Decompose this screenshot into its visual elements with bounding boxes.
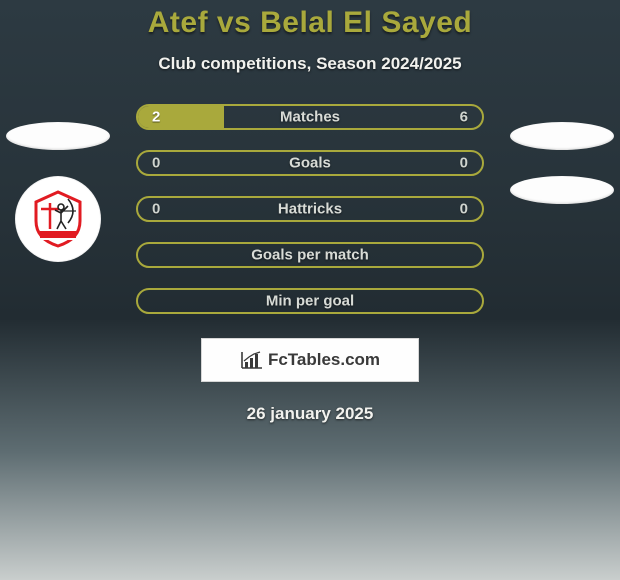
bar-chart-icon (240, 350, 264, 370)
subtitle: Club competitions, Season 2024/2025 (0, 54, 620, 74)
club-logo-left (15, 176, 101, 262)
stat-row: 26Matches (136, 104, 484, 130)
flag-left-icon (6, 122, 110, 150)
comparison-title: Atef vs Belal El Sayed (0, 6, 620, 40)
brand-text: FcTables.com (268, 350, 380, 370)
card: Atef vs Belal El Sayed Club competitions… (0, 0, 620, 580)
club-logo-right-placeholder (510, 176, 614, 204)
stat-label: Matches (138, 109, 482, 126)
stat-label: Goals (138, 155, 482, 172)
zamalek-crest-icon (28, 189, 88, 249)
stat-row: 00Hattricks (136, 196, 484, 222)
stat-label: Goals per match (138, 247, 482, 264)
stat-row: Min per goal (136, 288, 484, 314)
stat-row: 00Goals (136, 150, 484, 176)
date-text: 26 january 2025 (0, 404, 620, 424)
stats-container: 26Matches 00Goals 00Hattricks Goals per mat… (136, 104, 484, 314)
brand-badge: FcTables.com (201, 338, 419, 382)
stat-label: Min per goal (138, 293, 482, 310)
player-right-column (510, 122, 614, 204)
stat-row: Goals per match (136, 242, 484, 268)
flag-right-icon (510, 122, 614, 150)
stat-label: Hattricks (138, 201, 482, 218)
player-left-column (6, 122, 110, 262)
